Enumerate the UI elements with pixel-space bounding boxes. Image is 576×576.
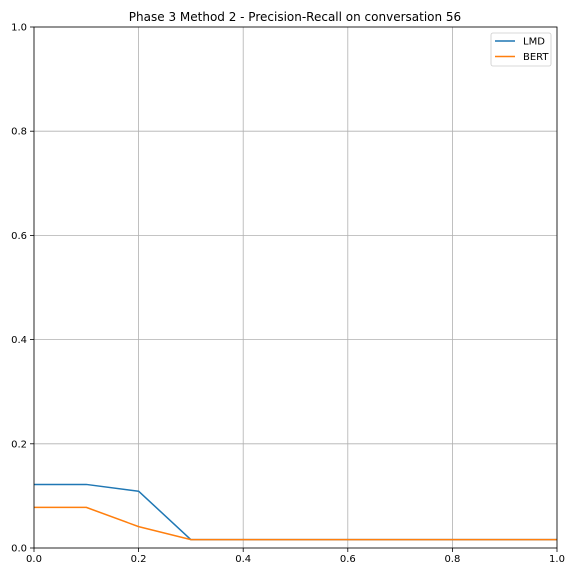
x-tick-label: 0.0 (26, 554, 42, 565)
x-tick-label: 0.4 (235, 554, 251, 565)
legend-label: LMD (523, 37, 545, 48)
y-tick-label: 1.0 (11, 23, 27, 34)
series-line-bert (34, 506, 557, 541)
legend-label: BERT (523, 52, 549, 63)
plot-frame (33, 26, 558, 549)
x-tick-label: 0.2 (131, 554, 147, 565)
legend: LMD BERT (490, 32, 552, 67)
chart-title: Phase 3 Method 2 - Precision-Recall on c… (129, 10, 461, 24)
y-tick-label: 0.2 (11, 439, 27, 450)
y-tick-label: 0.8 (11, 127, 27, 138)
x-tick-label: 0.8 (444, 554, 460, 565)
x-tick-label: 1.0 (549, 554, 565, 565)
y-tick-label: 0.0 (11, 544, 27, 555)
axis-ticks: 0.0 0.2 0.4 0.6 0.8 1.0 0.0 0.2 0.4 0.6 0.8 1.0 (11, 23, 565, 566)
series-layer (34, 483, 557, 541)
y-tick-label: 0.6 (11, 231, 27, 242)
x-tick-label: 0.6 (340, 554, 356, 565)
y-tick-label: 0.4 (11, 335, 27, 346)
